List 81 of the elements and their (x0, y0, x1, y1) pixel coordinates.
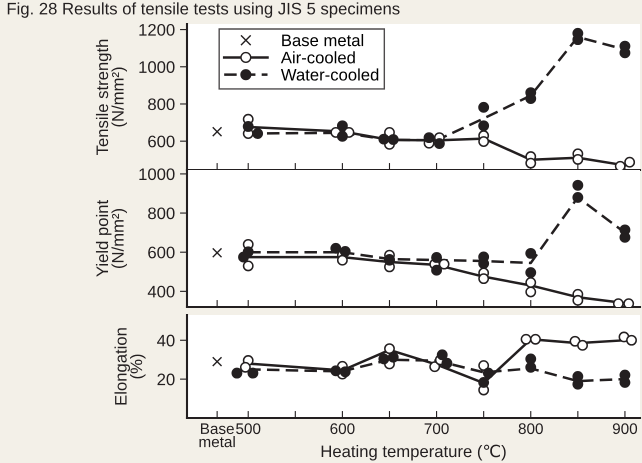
legend-label: Air-cooled (280, 51, 355, 64)
point (431, 264, 442, 276)
point (525, 248, 536, 259)
point (572, 294, 584, 306)
y-tick-label: 40 (157, 334, 175, 346)
point (623, 298, 634, 307)
point (378, 134, 390, 145)
x-tick-label: Base metal (199, 423, 235, 448)
point (330, 365, 342, 376)
point (378, 353, 390, 364)
point (388, 352, 399, 363)
y-tick-label: 800 (148, 98, 175, 110)
y-axis-title: Tensile strength (N/mm²) (96, 40, 128, 155)
point (242, 121, 254, 132)
point (626, 334, 637, 346)
y-tick-label: 20 (157, 374, 175, 386)
y-tick-label: 800 (148, 207, 175, 220)
point (530, 334, 541, 345)
point (570, 336, 580, 347)
point (388, 134, 399, 145)
x-tick-label: 600 (330, 423, 355, 434)
point (240, 362, 251, 373)
point (431, 252, 442, 263)
y-tick-label: 1000 (139, 61, 175, 73)
point (442, 358, 452, 369)
chart-title: Fig. 28 Results of tensile tests using JIS 5 specimens (8, 2, 400, 18)
point (478, 120, 490, 132)
point (336, 120, 348, 132)
point (424, 132, 434, 144)
point (525, 277, 536, 288)
point (438, 258, 450, 270)
point (212, 248, 222, 258)
point (231, 368, 242, 379)
y-axis-title: Elongation (%) (114, 328, 146, 405)
point (242, 260, 254, 272)
point (340, 366, 351, 378)
point (525, 362, 536, 373)
point (212, 126, 222, 137)
point (434, 138, 445, 150)
point (242, 246, 254, 258)
point (478, 136, 490, 147)
point (436, 349, 448, 360)
point (577, 340, 588, 351)
point (482, 368, 494, 379)
point (248, 368, 258, 379)
x-tick-label: 500 (236, 423, 260, 434)
point (252, 128, 264, 139)
y-axis-title: Yield point (N/mm²) (96, 200, 128, 277)
point (614, 160, 626, 170)
point (620, 377, 630, 388)
point (624, 156, 636, 168)
point (330, 242, 342, 254)
point (340, 246, 351, 257)
point (520, 334, 532, 345)
y-tick-label: 400 (148, 286, 175, 298)
x-tick-label: 800 (518, 423, 543, 434)
point (212, 356, 222, 367)
point (384, 343, 395, 354)
legend-label: Water-cooled (280, 68, 378, 81)
point (525, 158, 536, 169)
x-axis-title: Heating temperature (℃) (322, 444, 506, 461)
y-tick-label: 600 (148, 136, 175, 148)
point (478, 377, 490, 388)
point (478, 102, 490, 113)
point (572, 154, 584, 165)
point (572, 192, 584, 203)
y-tick-label: 1200 (139, 24, 175, 36)
legend-label: Base metal (282, 34, 364, 46)
y-tick-label: 600 (148, 246, 175, 258)
point (336, 254, 348, 266)
point (525, 286, 536, 298)
point (572, 180, 584, 191)
y-tick-label: 1000 (139, 168, 175, 180)
point (612, 298, 624, 307)
point (429, 361, 440, 372)
point (525, 267, 536, 278)
point (478, 273, 490, 284)
x-tick-label: 900 (612, 423, 638, 434)
point (336, 130, 348, 142)
x-tick-label: 700 (424, 423, 449, 434)
point (478, 360, 490, 371)
